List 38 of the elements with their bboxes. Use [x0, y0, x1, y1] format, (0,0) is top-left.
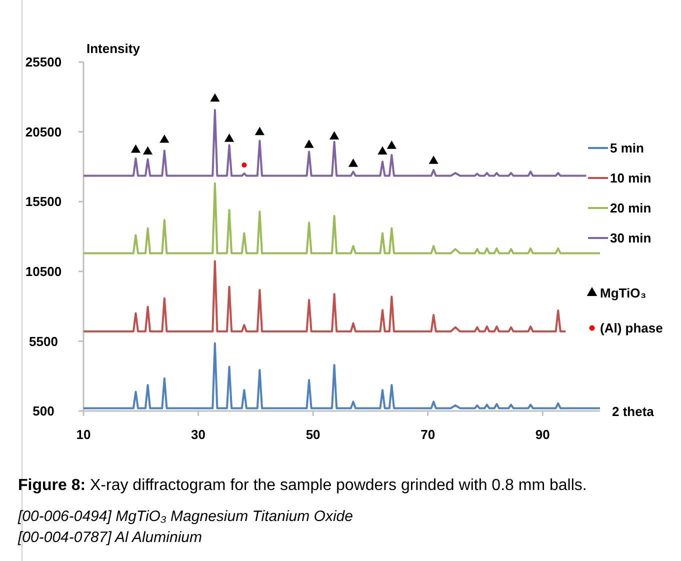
- y-tick-label: 10500: [25, 264, 62, 279]
- point: [304, 140, 314, 148]
- line-series: [82, 182, 601, 254]
- legend-label: 20 min: [610, 200, 652, 216]
- line-series: [82, 260, 567, 332]
- line-series: [82, 109, 588, 177]
- x-tick-label: 70: [420, 427, 436, 442]
- point: [378, 146, 388, 155]
- point: [210, 93, 220, 102]
- y-tick-label: 15500: [25, 194, 62, 210]
- point: [254, 126, 264, 136]
- line-series: [82, 342, 601, 410]
- legend-label: 10 min: [610, 170, 652, 186]
- legend-label: MgTiO₃: [600, 286, 646, 301]
- text: [00-006-0494] MgTiO₃ Magnesium Titanium Oxide: [17, 508, 353, 525]
- x-tick-label: 50: [306, 427, 320, 442]
- caption: Figure 8: X-ray diffractogram for the sample powders grinded with 0.8 mm balls.: [18, 477, 587, 494]
- y-axis-title: Intensity: [86, 41, 141, 56]
- point: [428, 156, 438, 164]
- point: [348, 158, 358, 167]
- x-axis-title: 2 theta: [612, 404, 655, 419]
- x-tick-label: 90: [535, 427, 550, 442]
- point: [329, 131, 340, 140]
- y-tick-label: 25500: [25, 54, 62, 70]
- legend-label: (Al) phase: [600, 320, 663, 336]
- point: [160, 134, 170, 143]
- text: [00-004-0787] Al Aluminium: [17, 529, 202, 546]
- point: [130, 144, 141, 153]
- y-tick-label: 20500: [25, 124, 62, 140]
- x-tick-label: 30: [191, 427, 206, 442]
- point: [142, 146, 153, 155]
- point: [386, 140, 396, 149]
- legend-label: 30 min: [610, 230, 652, 246]
- legend-label: 5 min: [610, 140, 644, 156]
- y-tick-label: 5500: [29, 334, 58, 349]
- point: [224, 134, 234, 142]
- y-tick-label: 500: [32, 404, 54, 419]
- x-tick-label: 10: [76, 427, 91, 442]
